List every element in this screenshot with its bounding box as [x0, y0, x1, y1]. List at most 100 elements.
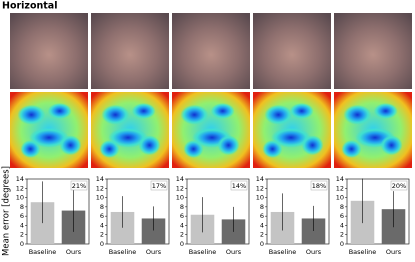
heatmap-blob [29, 127, 69, 148]
axes-frame [346, 178, 410, 245]
y-tick-label: 4 [100, 221, 104, 229]
y-tick-label: 12 [96, 184, 104, 192]
y-tick-label: 8 [340, 203, 344, 211]
figure-title: Horizontal [2, 1, 57, 12]
x-tick-label: Ours [146, 248, 162, 256]
y-tick-label: 14 [96, 175, 104, 183]
heatmap-blob [108, 127, 148, 148]
axes-frame [26, 178, 90, 245]
heatmap-blob [210, 103, 235, 119]
y-tick-label: 0 [340, 240, 344, 248]
y-tick-label: 6 [20, 212, 24, 220]
face-image [334, 13, 412, 89]
face-image [91, 13, 169, 89]
face-image [172, 13, 250, 89]
heatmap-blob [373, 103, 398, 119]
heatmap-blob [59, 135, 82, 156]
y-tick-label: 2 [180, 231, 184, 239]
bar [141, 218, 166, 244]
y-tick-label: 8 [260, 203, 264, 211]
annotation: 20% [392, 182, 406, 190]
y-tick-label: 6 [180, 212, 184, 220]
annotation-box [230, 180, 248, 191]
y-tick-label: 14 [336, 175, 344, 183]
y-tick-label: 0 [180, 240, 184, 248]
x-tick-label: Baseline [269, 248, 297, 256]
heatmap-blob [20, 140, 41, 158]
y-tick-label: 8 [20, 203, 24, 211]
x-tick-label: Ours [226, 248, 242, 256]
y-axis-label: Mean error [degrees] [2, 166, 12, 256]
y-tick-label: 4 [260, 221, 264, 229]
heatmap-blob [183, 140, 204, 158]
heatmap-blob [217, 135, 240, 156]
heatmap-blob [47, 103, 72, 119]
annotation: 21% [72, 182, 86, 190]
y-tick-label: 0 [260, 240, 264, 248]
annotation-box [150, 180, 168, 191]
y-tick-label: 14 [256, 175, 264, 183]
y-tick-label: 2 [340, 231, 344, 239]
y-tick-label: 4 [20, 221, 24, 229]
heatmap-blob [99, 140, 120, 158]
y-tick-label: 6 [340, 212, 344, 220]
y-tick-label: 10 [256, 194, 264, 202]
heatmap-blob [343, 104, 372, 125]
bar [110, 211, 135, 244]
x-tick-label: Ours [66, 248, 82, 256]
y-tick-label: 14 [16, 175, 24, 183]
x-tick-label: Baseline [29, 248, 57, 256]
heatmap-blob [271, 127, 311, 148]
heatmap-blob [131, 103, 156, 119]
x-tick-label: Ours [386, 248, 402, 256]
axes-frame [266, 178, 330, 245]
heatmap-blob [101, 104, 130, 125]
bar [301, 218, 326, 244]
y-tick-label: 6 [100, 212, 104, 220]
heatmap-blob [17, 104, 46, 125]
y-tick-label: 10 [16, 194, 24, 202]
x-tick-label: Ours [306, 248, 322, 256]
y-tick-label: 14 [176, 175, 184, 183]
y-tick-label: 12 [176, 184, 184, 192]
heatmap-blob [380, 135, 403, 156]
y-tick-label: 2 [100, 231, 104, 239]
heatmap-blob [262, 140, 283, 158]
y-tick-label: 10 [96, 194, 104, 202]
y-tick-label: 0 [100, 240, 104, 248]
heatmap-blob [301, 135, 324, 156]
x-tick-label: Baseline [109, 248, 137, 256]
face-image [10, 13, 88, 89]
y-tick-label: 10 [336, 194, 344, 202]
y-tick-label: 4 [340, 221, 344, 229]
annotation: 18% [312, 182, 326, 190]
annotation-box [390, 180, 408, 191]
axes-frame [186, 178, 250, 245]
y-tick-label: 2 [260, 231, 264, 239]
y-tick-label: 8 [100, 203, 104, 211]
annotation: 14% [232, 182, 246, 190]
y-tick-label: 2 [20, 231, 24, 239]
y-tick-label: 4 [180, 221, 184, 229]
x-tick-label: Baseline [189, 248, 217, 256]
y-tick-label: 10 [176, 194, 184, 202]
image-rows [10, 13, 412, 168]
y-tick-label: 12 [336, 184, 344, 192]
y-tick-label: 12 [16, 184, 24, 192]
y-tick-label: 0 [20, 240, 24, 248]
heatmap-blob [264, 104, 293, 125]
heatmap-blob [180, 104, 209, 125]
y-tick-label: 8 [180, 203, 184, 211]
annotation-box [310, 180, 328, 191]
heatmap-blob [289, 103, 314, 119]
annotation-box [70, 180, 88, 191]
heatmap-blob [341, 140, 362, 158]
face-image [253, 13, 331, 89]
axes-frame [106, 178, 170, 245]
y-tick-label: 12 [256, 184, 264, 192]
x-tick-label: Baseline [349, 248, 377, 256]
heatmap-blob [138, 135, 161, 156]
annotation: 17% [152, 182, 166, 190]
y-tick-label: 6 [260, 212, 264, 220]
